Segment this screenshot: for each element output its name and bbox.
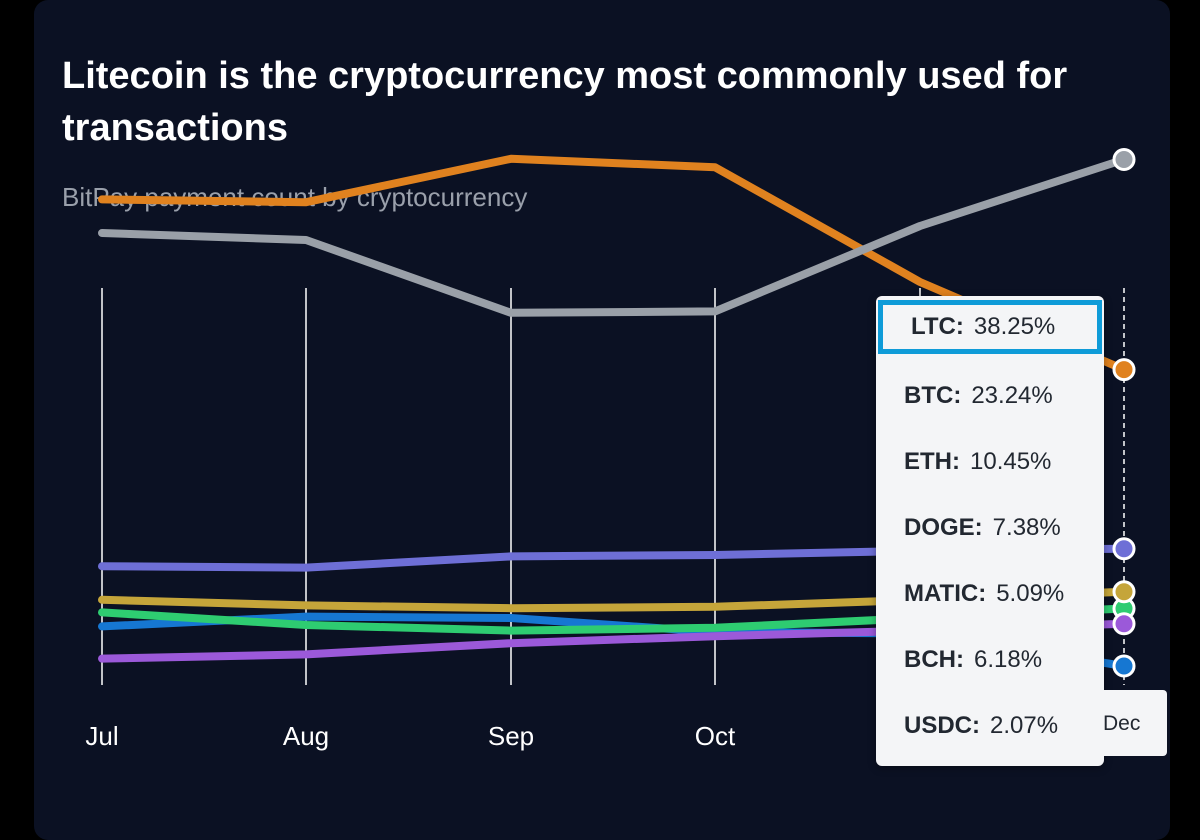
hover-month-label: Dec bbox=[1103, 712, 1141, 735]
tooltip-series-name: ETH: bbox=[904, 448, 960, 475]
tooltip-series-value: 7.38% bbox=[992, 514, 1061, 541]
tooltip-row-doge: DOGE: 7.38% bbox=[876, 496, 1104, 560]
tooltip-row-btc: BTC: 23.24% bbox=[876, 364, 1104, 428]
tooltip-row-matic: MATIC: 5.09% bbox=[876, 562, 1104, 626]
point-marker-eth[interactable] bbox=[1112, 537, 1136, 561]
tooltip-series-name: BTC: bbox=[904, 382, 962, 409]
x-tick-label-oct: Oct bbox=[695, 721, 736, 751]
tooltip-series-value: 10.45% bbox=[970, 448, 1052, 475]
tooltip-series-name: BCH: bbox=[904, 646, 964, 673]
chart-title: Litecoin is the cryptocurrency most comm… bbox=[62, 55, 1068, 149]
tooltip-series-value: 38.25% bbox=[973, 313, 1056, 340]
point-marker-matic[interactable] bbox=[1112, 612, 1136, 636]
tooltip-series-name: DOGE: bbox=[904, 514, 983, 541]
x-axis-hover-label: Dec bbox=[1079, 690, 1167, 756]
tooltip-series-name: MATIC: bbox=[904, 580, 987, 607]
point-marker-ltc[interactable] bbox=[1112, 148, 1136, 171]
tooltip: LTC: 38.25% BTC: 23.24% ETH: 10.45% DOGE… bbox=[876, 296, 1104, 766]
tooltip-row-eth: ETH: 10.45% bbox=[876, 430, 1104, 494]
tooltip-series-name: LTC: bbox=[911, 313, 964, 340]
tooltip-series-value: 2.07% bbox=[990, 712, 1059, 739]
tooltip-row-bch: BCH: 6.18% bbox=[876, 628, 1104, 692]
x-axis-labels: JulAugSepOctNov bbox=[85, 721, 943, 751]
series-line-ltc[interactable] bbox=[98, 155, 1128, 317]
tooltip-series-value: 6.18% bbox=[974, 646, 1043, 673]
tooltip-series-name: USDC: bbox=[904, 712, 980, 739]
x-tick-label-aug: Aug bbox=[283, 721, 329, 751]
tooltip-series-value: 5.09% bbox=[996, 580, 1065, 607]
hover-markers bbox=[1112, 148, 1136, 678]
x-tick-label-jul: Jul bbox=[85, 721, 118, 751]
tooltip-row-usdc: USDC: 2.07% bbox=[876, 694, 1104, 758]
point-marker-btc[interactable] bbox=[1112, 358, 1136, 382]
point-marker-usdc[interactable] bbox=[1112, 654, 1136, 678]
tooltip-row-ltc: LTC: 38.25% bbox=[878, 300, 1102, 354]
point-marker-doge[interactable] bbox=[1112, 580, 1136, 604]
tooltip-series-value: 23.24% bbox=[971, 382, 1053, 409]
x-tick-label-sep: Sep bbox=[488, 721, 534, 751]
